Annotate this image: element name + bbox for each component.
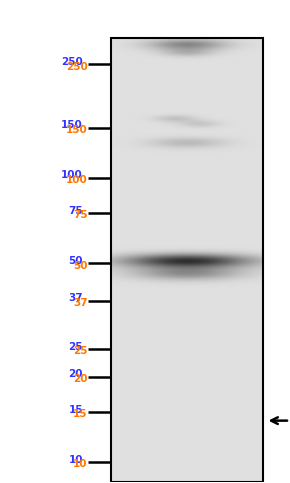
Text: 100: 100 — [61, 170, 83, 181]
Text: 75: 75 — [73, 211, 88, 220]
Text: 15: 15 — [73, 410, 88, 419]
Text: 150: 150 — [61, 120, 83, 130]
Text: 75: 75 — [68, 206, 83, 216]
Text: 15: 15 — [68, 405, 83, 415]
Text: 20: 20 — [68, 369, 83, 379]
Text: 250: 250 — [61, 57, 83, 67]
Text: 10: 10 — [73, 459, 88, 469]
Text: 150: 150 — [66, 125, 88, 135]
Text: 25: 25 — [73, 346, 88, 356]
Text: 50: 50 — [68, 256, 83, 266]
Text: 250: 250 — [66, 62, 88, 71]
Text: 20: 20 — [73, 374, 88, 384]
Text: 100: 100 — [66, 175, 88, 185]
Text: 50: 50 — [73, 260, 88, 270]
Text: 37: 37 — [73, 298, 88, 308]
Text: 10: 10 — [68, 455, 83, 465]
Text: 25: 25 — [68, 342, 83, 352]
Text: 37: 37 — [68, 293, 83, 303]
